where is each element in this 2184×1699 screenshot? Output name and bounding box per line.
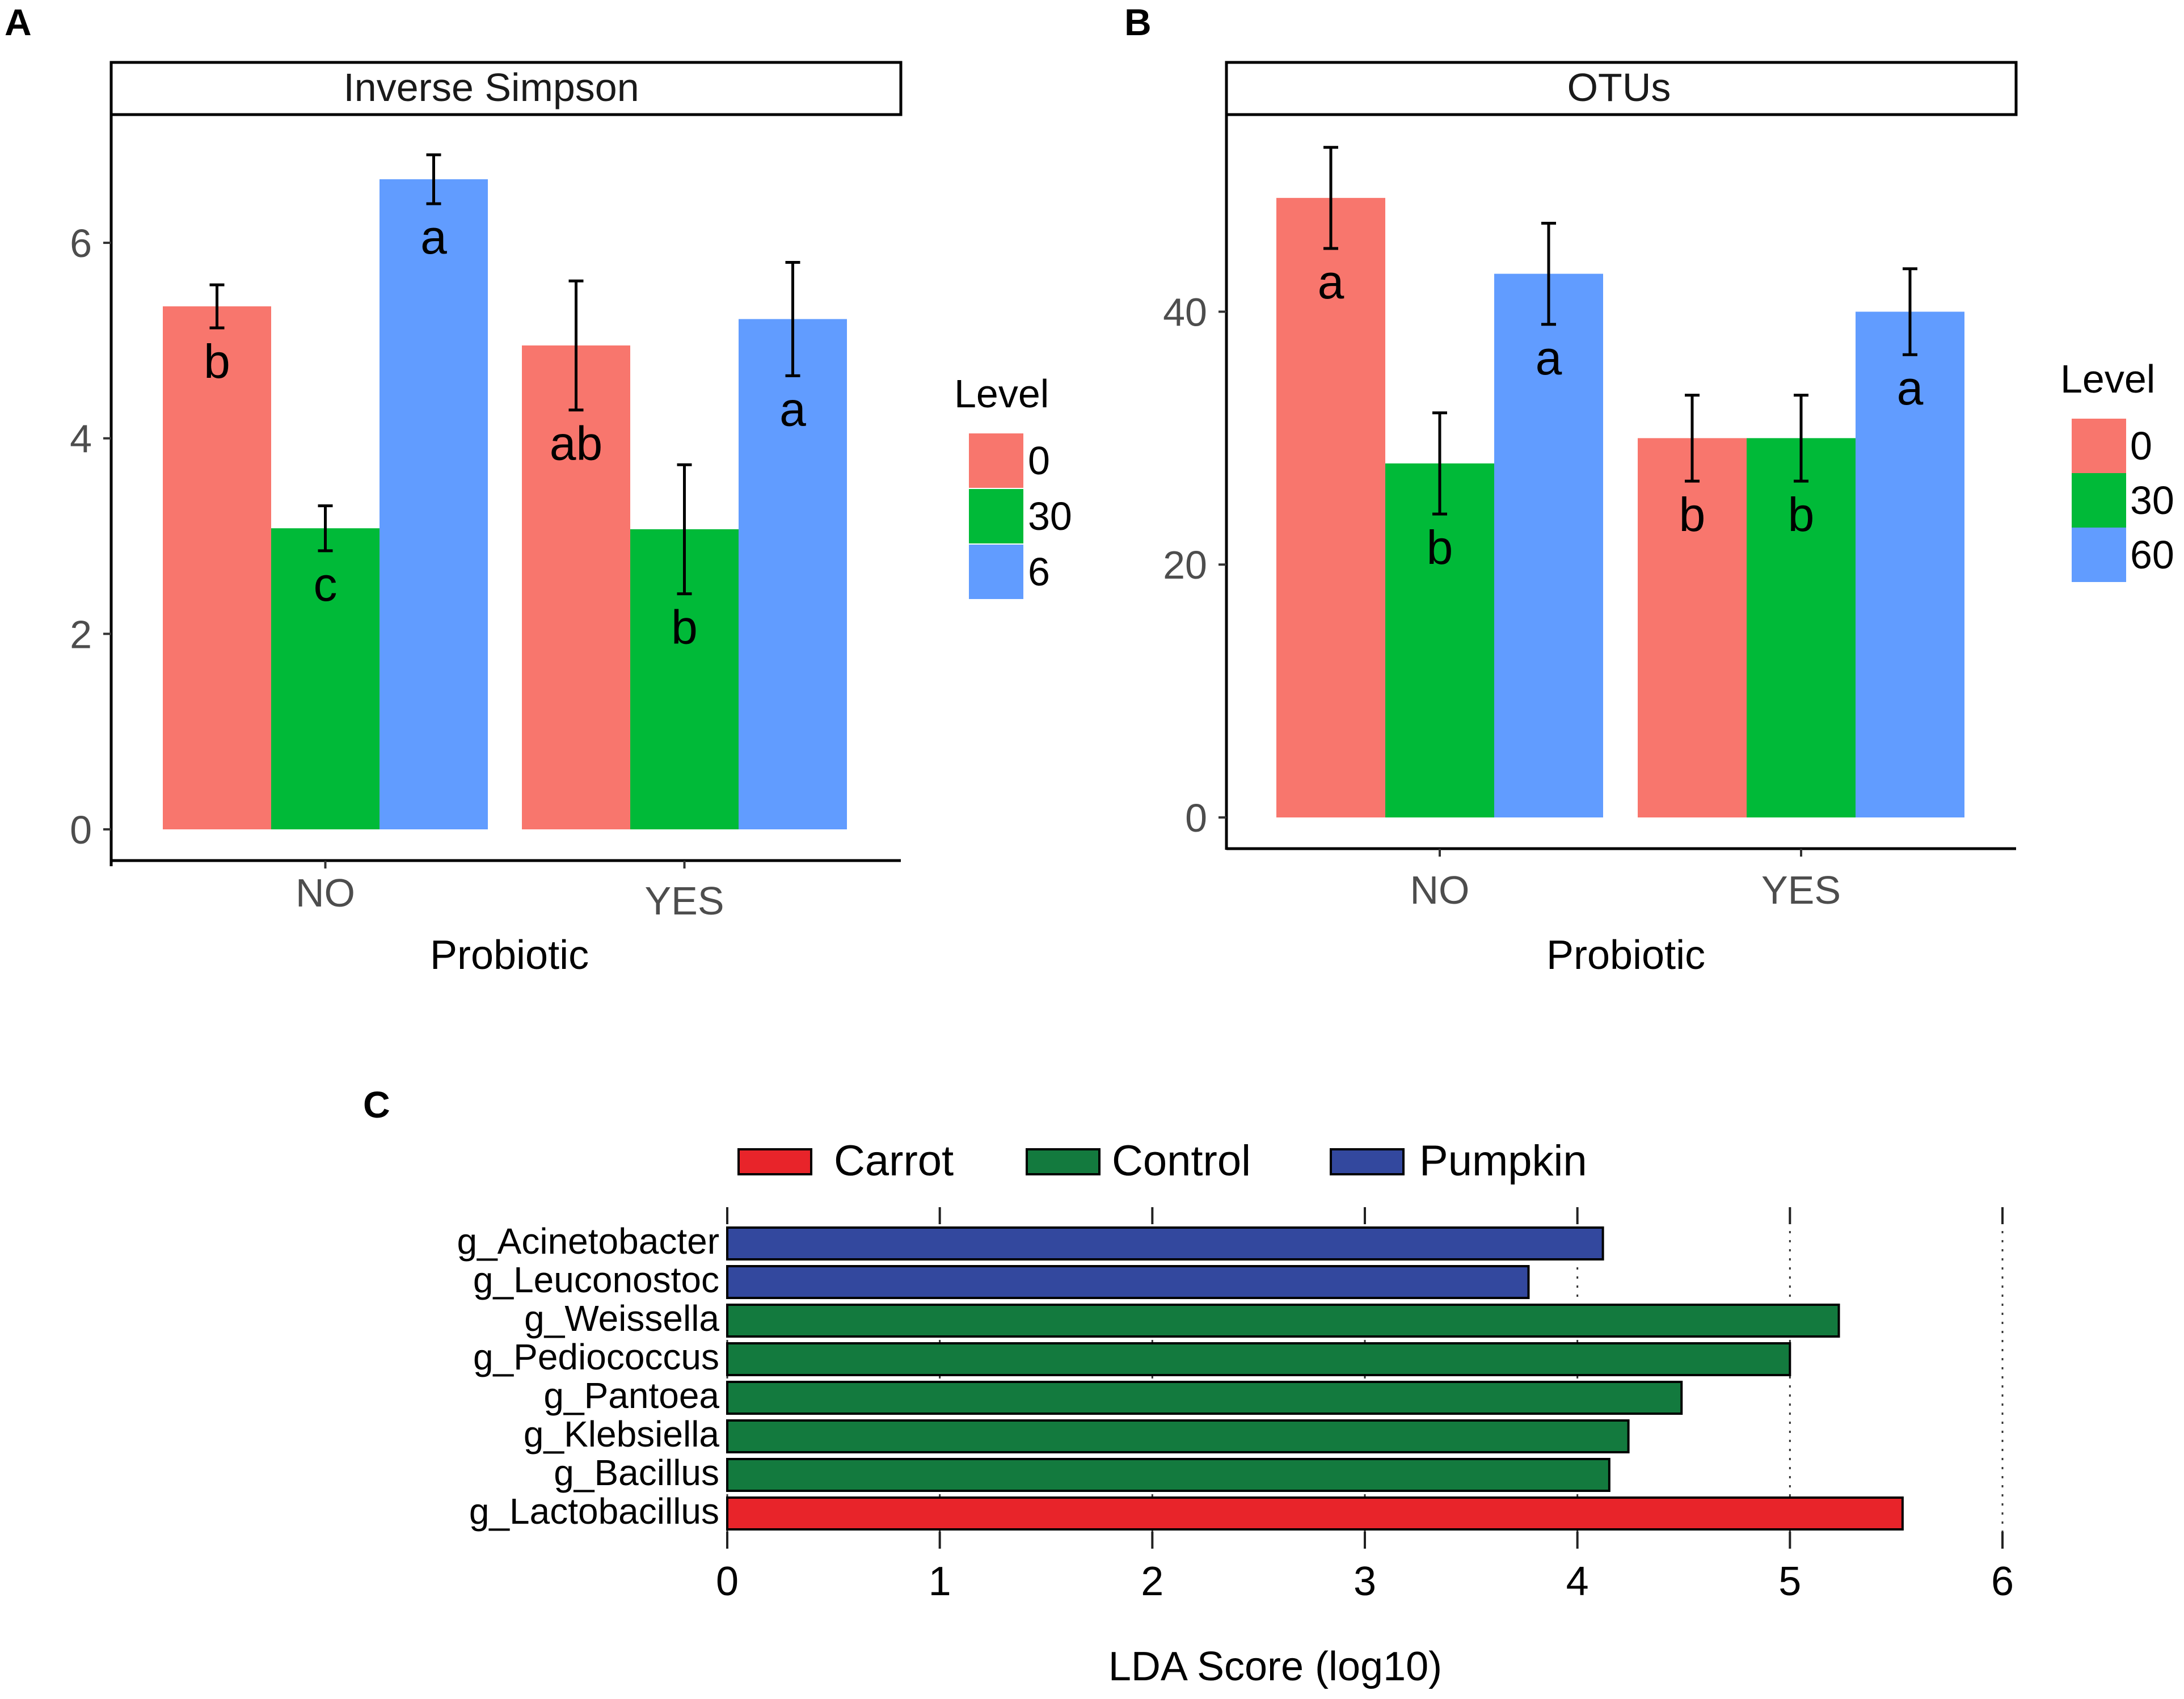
lda-bar-label: g_Lactobacillus: [469, 1491, 719, 1532]
panel-b-x-axis-title: Probiotic: [1546, 933, 1705, 978]
x-tick-label: 1: [929, 1559, 951, 1604]
bar-no-level-0: [1276, 197, 1385, 817]
x-tick-label: NO: [296, 871, 355, 915]
legend-key-30: [2072, 473, 2126, 528]
significance-letter: a: [779, 382, 806, 436]
y-tick-label: 0: [70, 808, 92, 852]
panel-a-legend-title: Level: [954, 372, 1049, 416]
significance-letter: b: [1427, 521, 1453, 574]
bar-yes-level-60: [1856, 311, 1964, 817]
legend-label: 0: [2130, 424, 2152, 468]
x-tick-label: 2: [1141, 1559, 1163, 1604]
legend-key-pumpkin: [1330, 1148, 1405, 1175]
x-tick-label: 4: [1566, 1559, 1589, 1604]
lda-bar-label: g_Weissella: [524, 1298, 719, 1339]
panel-a-title: Inverse Simpson: [343, 65, 639, 109]
lda-bar-g-pantoea: [726, 1381, 1683, 1415]
lda-bar-g-lactobacillus: [726, 1496, 1904, 1531]
legend-label: Pumpkin: [1419, 1137, 1587, 1185]
legend-key-carrot: [737, 1148, 812, 1175]
x-tick-label: 3: [1354, 1559, 1376, 1604]
significance-letter: ab: [550, 417, 602, 470]
significance-letter: a: [1318, 255, 1344, 309]
x-tick-label: YES: [644, 879, 724, 923]
x-tick-label: 0: [716, 1559, 739, 1604]
panel-b: B OTUs 0 20 40 a b a b b a NO YES Probiotic Leve…: [1124, 1, 2174, 978]
legend-label: 30: [2130, 478, 2174, 522]
panel-a-strip: [109, 61, 903, 116]
legend-key-30: [969, 489, 1023, 543]
bar-no-level-6: [380, 179, 488, 830]
panel-b-legend-title: Level: [2060, 357, 2155, 401]
legend-label: 0: [1028, 439, 1050, 483]
lda-bar-label: g_Pantoea: [543, 1375, 719, 1416]
lda-bar-g-pediococcus: [726, 1342, 1791, 1376]
y-tick-label: 40: [1163, 290, 1207, 334]
legend-key-6: [969, 545, 1023, 599]
significance-letter: b: [1679, 488, 1706, 541]
panel-label-b: B: [1124, 1, 1152, 43]
x-tick-label: 5: [1778, 1559, 1801, 1604]
lda-bar-label: g_Leuconostoc: [473, 1259, 719, 1300]
panel-c-x-axis-title: LDA Score (log10): [1108, 1644, 1442, 1689]
significance-letter: b: [671, 601, 698, 654]
panel-c: C Carrot Control Pumpkin g_Acinetobacterg_…: [363, 1084, 2014, 1689]
panel-a-x-axis-title: Probiotic: [430, 933, 589, 978]
x-tick-label: YES: [1761, 868, 1841, 912]
legend-key-control: [1026, 1148, 1101, 1175]
significance-letter: a: [420, 210, 447, 264]
y-tick-label: 6: [70, 221, 92, 265]
panel-b-title: OTUs: [1567, 65, 1671, 109]
lda-bar-g-weissella: [726, 1304, 1840, 1338]
panel-b-strip: [1225, 61, 2018, 116]
legend-label: 30: [1028, 494, 1072, 538]
panel-label-c: C: [363, 1084, 390, 1125]
lda-bar-g-klebsiella: [726, 1419, 1630, 1453]
significance-letter: a: [1536, 331, 1562, 385]
x-tick-label: 6: [1991, 1559, 2014, 1604]
legend-label: 6: [1028, 550, 1050, 594]
panel-a: A Inverse Simpson 0 2 4 6 b c a ab b a NO YES Pro…: [5, 1, 1072, 978]
bar-no-level-30: [271, 528, 380, 829]
y-tick-label: 2: [70, 612, 92, 656]
lda-bar-g-acinetobacter: [726, 1226, 1604, 1260]
lda-bar-label: g_Bacillus: [554, 1452, 719, 1493]
panel-b-legend: Level 0 30 60: [2060, 357, 2174, 582]
bar-no-level-30: [1385, 463, 1494, 817]
legend-label: 60: [2130, 533, 2174, 577]
y-tick-label: 4: [70, 417, 92, 461]
significance-letter: b: [204, 335, 230, 388]
lda-bar-g-bacillus: [726, 1458, 1610, 1492]
significance-letter: a: [1897, 361, 1924, 415]
x-tick-label: NO: [1410, 868, 1470, 912]
panel-label-a: A: [5, 1, 32, 43]
lda-bar-label: g_Acinetobacter: [457, 1221, 719, 1262]
panel-a-legend: Level 0 30 6: [954, 372, 1072, 599]
legend-label: Carrot: [834, 1137, 954, 1185]
bar-no-level-0: [163, 306, 271, 829]
bar-no-level-60: [1494, 273, 1603, 817]
significance-letter: c: [314, 558, 338, 611]
lda-bar-label: g_Klebsiella: [524, 1414, 720, 1455]
legend-key-60: [2072, 528, 2126, 582]
legend-label: Control: [1112, 1137, 1251, 1185]
bar-yes-level-0: [522, 345, 630, 829]
bar-yes-level-0: [1638, 438, 1747, 817]
y-tick-label: 0: [1185, 796, 1207, 840]
legend-key-0: [969, 433, 1023, 488]
bar-yes-level-6: [739, 319, 847, 829]
significance-letter: b: [1788, 488, 1815, 541]
bar-yes-level-30: [1747, 438, 1856, 817]
lda-bar-label: g_Pediococcus: [473, 1337, 719, 1377]
legend-key-0: [2072, 419, 2126, 473]
y-tick-label: 20: [1163, 543, 1207, 587]
lda-bar-g-leuconostoc: [726, 1265, 1530, 1299]
